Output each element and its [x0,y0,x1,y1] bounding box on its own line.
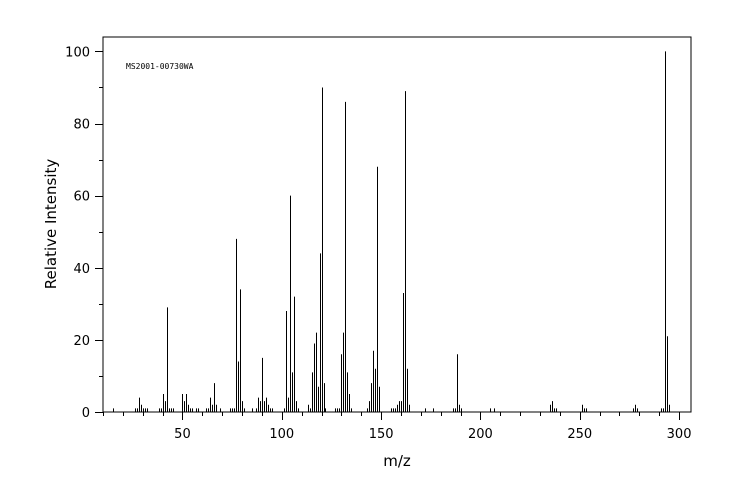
y-axis-ticks: 0 20 40 60 80 100 [65,45,103,421]
y-tick-label: 20 [73,334,90,349]
y-tick-label: 0 [82,406,90,421]
y-tick-label: 100 [65,45,90,60]
spectrum-peaks [113,51,670,412]
spectrum-id-annotation: MS2001-00730WA [126,62,194,71]
x-tick-label: 100 [269,427,294,442]
x-tick-label: 200 [468,427,493,442]
x-tick-label: 150 [369,427,394,442]
x-tick-label: 50 [174,427,191,442]
y-tick-label: 60 [73,190,90,205]
x-tick-label: 250 [567,427,592,442]
y-axis-title: Relative Intensity [42,159,60,290]
y-tick-label: 40 [73,262,90,277]
plot-frame [102,36,692,413]
y-tick-label: 80 [73,118,90,133]
x-axis-title: m/z [383,452,411,470]
x-axis-ticks: 50 100 150 200 250 300 [103,412,692,442]
x-tick-label: 300 [667,427,692,442]
